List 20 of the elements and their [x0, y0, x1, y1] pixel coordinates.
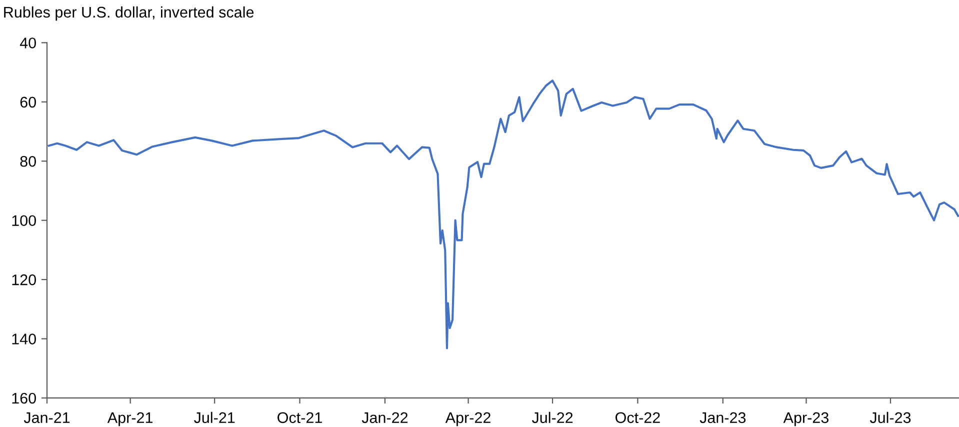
y-axis-title: Rubles per U.S. dollar, inverted scale — [4, 6, 254, 21]
y-tick-label: 80 — [20, 156, 36, 167]
y-tick-label: 160 — [12, 392, 36, 404]
x-tick-label: Jul-21 — [194, 412, 235, 424]
x-tick-label: Jul-22 — [532, 412, 573, 424]
x-tick-label: Apr-22 — [445, 412, 490, 426]
x-tick-label: Jan-23 — [700, 412, 746, 424]
x-tick-label: Apr-21 — [107, 412, 153, 426]
x-tick-label: Oct-22 — [616, 412, 660, 424]
line-series — [48, 80, 959, 350]
x-tick-label: Jul-23 — [870, 412, 911, 424]
y-tick-label: 60 — [20, 96, 36, 108]
x-tick-label: Apr-23 — [783, 412, 828, 426]
x-tick-label: Jan-22 — [362, 412, 408, 424]
x-tick-label: Oct-21 — [278, 412, 322, 424]
y-tick-label: 100 — [12, 215, 36, 226]
x-tick-label: Jan-21 — [24, 412, 70, 424]
y-tick-label: 140 — [12, 334, 36, 344]
y-tick-label: 120 — [12, 274, 36, 286]
y-tick-label: 40 — [20, 38, 36, 48]
